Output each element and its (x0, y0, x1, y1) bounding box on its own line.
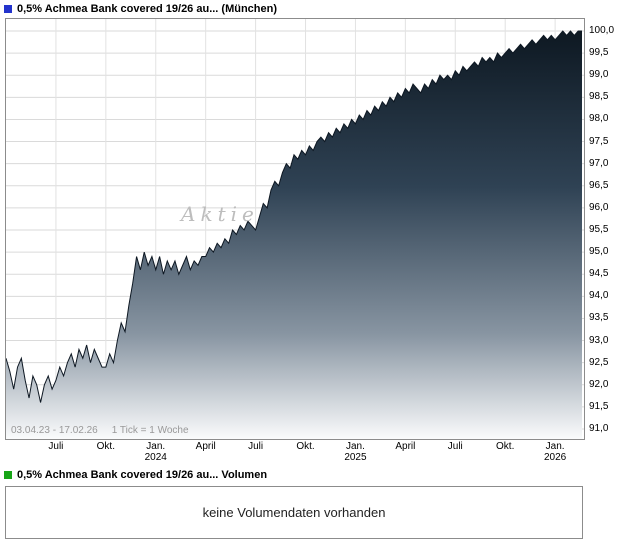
y-axis-label: 100,0 (589, 25, 615, 36)
y-axis-label: 91,5 (589, 400, 609, 412)
y-axis-label: 99,0 (589, 69, 609, 81)
y-axis-label: 92,5 (589, 356, 609, 368)
x-axis-label: April (395, 441, 416, 452)
volume-panel: keine Volumendaten vorhanden (5, 486, 583, 539)
plot-area[interactable]: Aktie 03.04.23 - 17.02.26 1 Tick = 1 Woch… (5, 18, 585, 440)
y-axis-label: 94,5 (589, 268, 609, 280)
x-axis-label: Jan. 2024 (144, 441, 167, 463)
y-axis-label: 97,5 (589, 135, 609, 147)
y-axis-label: 92,0 (589, 378, 609, 390)
price-series-legend: 0,5% Achmea Bank covered 19/26 au... (Mü… (4, 3, 277, 15)
volume-series-title: 0,5% Achmea Bank covered 19/26 au... Vol… (17, 469, 268, 481)
y-axis-label: 94,0 (589, 290, 609, 302)
x-axis-label: Juli (248, 441, 264, 452)
y-axis-label: 95,0 (589, 246, 609, 258)
tick-interval-note: 1 Tick = 1 Woche (111, 425, 189, 436)
y-axis-label: 91,0 (589, 423, 609, 434)
no-volume-message: keine Volumendaten vorhanden (202, 505, 386, 520)
x-axis: Juli Okt. Jan. 2024 April Juli Okt. Jan. 2025 Apr… (6, 441, 584, 467)
x-axis-label: Jan. 2025 (344, 441, 367, 463)
price-area (6, 31, 582, 439)
x-axis-label: Okt. (296, 441, 315, 452)
y-axis-label: 97,0 (589, 157, 609, 169)
y-axis-label: 99,5 (589, 47, 609, 59)
x-axis-label: Jan. 2026 (543, 441, 567, 463)
y-axis-label: 98,0 (589, 113, 609, 125)
y-axis-label: 95,5 (589, 224, 609, 235)
y-axis: 100,0 99,5 99,0 98,5 98,0 97,5 97,0 96,5 96,0 95,… (586, 19, 618, 439)
y-axis-label: 98,5 (589, 91, 609, 103)
x-axis-label: April (195, 441, 216, 452)
price-series-title: 0,5% Achmea Bank covered 19/26 au... (Mü… (17, 3, 278, 15)
price-chart-svg (6, 19, 584, 439)
price-line (6, 30, 582, 403)
x-axis-label: Juli (48, 441, 64, 452)
price-series-marker-icon (4, 5, 12, 13)
date-range-note: 03.04.23 - 17.02.26 1 Tick = 1 Woche (11, 425, 203, 436)
x-axis-label: Okt. (496, 441, 515, 452)
y-axis-label: 96,0 (589, 201, 609, 213)
date-range: 03.04.23 - 17.02.26 (11, 425, 98, 436)
y-axis-label: 93,0 (589, 334, 609, 346)
x-axis-label: Okt. (96, 441, 115, 452)
volume-series-legend: 0,5% Achmea Bank covered 19/26 au... Vol… (4, 469, 267, 481)
x-axis-label: Juli (447, 441, 463, 452)
volume-series-marker-icon (4, 471, 12, 479)
y-axis-label: 93,5 (589, 312, 609, 324)
y-axis-label: 96,5 (589, 179, 609, 191)
